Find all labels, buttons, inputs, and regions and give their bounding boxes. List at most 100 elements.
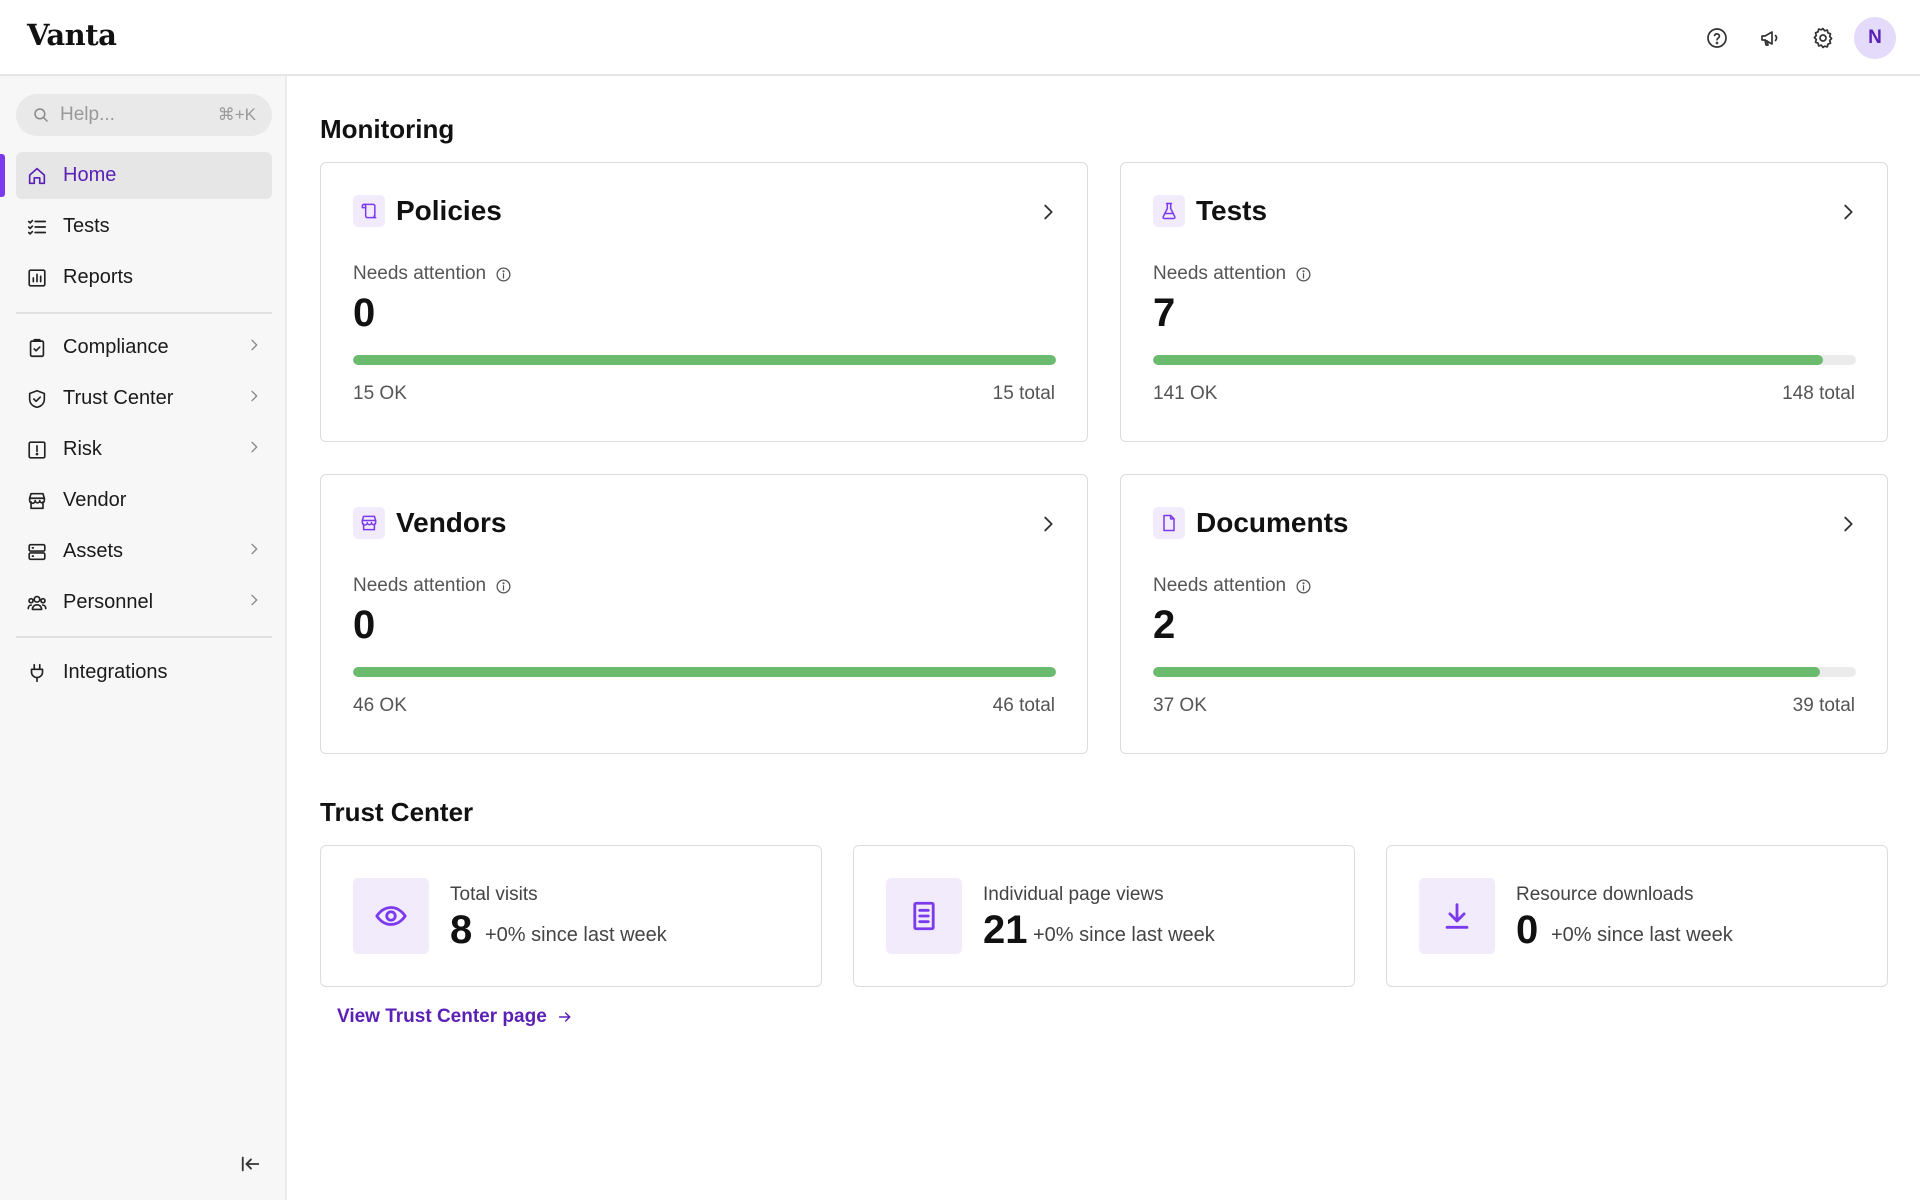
help-circle-icon[interactable] <box>1695 16 1739 60</box>
sidebar-item-home[interactable]: Home <box>16 152 272 199</box>
total-count: 148 total <box>1782 383 1855 404</box>
ok-count: 46 OK <box>353 695 407 716</box>
attention-count: 2 <box>1153 603 1176 647</box>
search-shortcut: ⌘+K <box>217 105 256 124</box>
resource-downloads-card: Resource downloads 0 +0% since last week <box>1386 845 1888 987</box>
stat-value: 21 <box>983 908 1028 952</box>
sidebar-item-label: Personnel <box>63 591 154 613</box>
sidebar-item-assets[interactable]: Assets <box>16 528 272 575</box>
sidebar-item-vendor[interactable]: Vendor <box>16 477 272 524</box>
sidebar-divider <box>16 312 272 314</box>
progress-bar <box>1153 667 1856 677</box>
sidebar: Help... ⌘+K Home Tests Reports Complianc… <box>0 76 287 1200</box>
link-label: View Trust Center page <box>337 1006 547 1027</box>
stat-value: 0 <box>1516 908 1539 952</box>
download-icon <box>1419 878 1495 954</box>
total-count: 46 total <box>992 695 1055 716</box>
progress-fill <box>353 667 1056 677</box>
progress-fill <box>353 355 1056 365</box>
collapse-sidebar-icon[interactable] <box>237 1150 265 1178</box>
card-header: Tests <box>1153 195 1267 227</box>
card-title: Tests <box>1196 195 1268 226</box>
bar-chart-icon <box>26 267 48 289</box>
shield-check-icon <box>26 388 48 410</box>
sidebar-item-label: Risk <box>63 438 102 460</box>
attention-count: 7 <box>1153 291 1176 335</box>
chevron-right-icon[interactable] <box>1037 201 1059 223</box>
store-icon <box>353 507 385 539</box>
sidebar-item-personnel[interactable]: Personnel <box>16 579 272 626</box>
active-indicator <box>0 154 5 197</box>
info-icon[interactable] <box>1295 266 1312 283</box>
card-title: Policies <box>396 195 502 226</box>
needs-attention-label: Needs attention <box>1153 263 1312 285</box>
page-icon <box>886 878 962 954</box>
info-icon[interactable] <box>495 266 512 283</box>
chevron-right-icon[interactable] <box>1837 201 1859 223</box>
search-placeholder: Help... <box>60 104 115 125</box>
sidebar-item-label: Home <box>63 164 117 186</box>
progress-fill <box>1153 355 1823 365</box>
sidebar-item-label: Integrations <box>63 661 168 683</box>
home-icon <box>26 165 48 187</box>
chevron-right-icon <box>246 388 262 409</box>
chevron-right-icon[interactable] <box>1037 513 1059 535</box>
avatar[interactable]: N <box>1854 17 1896 59</box>
server-icon <box>26 541 48 563</box>
stat-label: Total visits <box>450 884 538 905</box>
app-logo[interactable]: Vanta <box>27 18 117 52</box>
gear-icon[interactable] <box>1801 16 1845 60</box>
total-count: 15 total <box>992 383 1055 404</box>
megaphone-icon[interactable] <box>1748 16 1792 60</box>
sidebar-item-compliance[interactable]: Compliance <box>16 324 272 371</box>
policies-card[interactable]: Policies Needs attention 0 15 OK 15 tota… <box>320 162 1088 442</box>
sidebar-item-reports[interactable]: Reports <box>16 254 272 301</box>
info-icon[interactable] <box>1295 578 1312 595</box>
chevron-right-icon <box>246 592 262 613</box>
total-count: 39 total <box>1792 695 1855 716</box>
tests-card[interactable]: Tests Needs attention 7 141 OK 148 total <box>1120 162 1888 442</box>
sidebar-item-trust-center[interactable]: Trust Center <box>16 375 272 422</box>
top-actions: N <box>1686 16 1896 60</box>
view-trust-center-link[interactable]: View Trust Center page <box>337 1006 573 1028</box>
vendors-card[interactable]: Vendors Needs attention 0 46 OK 46 total <box>320 474 1088 754</box>
monitoring-title: Monitoring <box>320 114 455 144</box>
sidebar-item-risk[interactable]: Risk <box>16 426 272 473</box>
flask-icon <box>1153 195 1185 227</box>
sidebar-item-integrations[interactable]: Integrations <box>16 649 272 696</box>
progress-bar <box>1153 355 1856 365</box>
documents-card[interactable]: Documents Needs attention 2 37 OK 39 tot… <box>1120 474 1888 754</box>
chevron-right-icon <box>246 439 262 460</box>
attention-count: 0 <box>353 603 376 647</box>
top-bar: Vanta N <box>0 0 1920 76</box>
stat-label: Individual page views <box>983 884 1164 905</box>
sidebar-item-label: Tests <box>63 215 110 237</box>
search-icon <box>34 108 48 122</box>
ok-count: 141 OK <box>1153 383 1218 404</box>
card-header: Documents <box>1153 507 1348 539</box>
sidebar-item-label: Trust Center <box>63 387 174 409</box>
stat-delta: +0% since last week <box>485 924 667 946</box>
info-icon[interactable] <box>495 578 512 595</box>
chevron-right-icon[interactable] <box>1837 513 1859 535</box>
sidebar-divider <box>16 636 272 638</box>
sidebar-item-tests[interactable]: Tests <box>16 203 272 250</box>
attention-count: 0 <box>353 291 376 335</box>
needs-attention-label: Needs attention <box>1153 575 1312 597</box>
card-header: Policies <box>353 195 502 227</box>
total-visits-card: Total visits 8 +0% since last week <box>320 845 822 987</box>
search-input[interactable]: Help... ⌘+K <box>16 94 272 136</box>
progress-bar <box>353 355 1056 365</box>
sidebar-item-label: Vendor <box>63 489 127 511</box>
sidebar-item-label: Assets <box>63 540 124 562</box>
alert-square-icon <box>26 439 48 461</box>
plug-icon <box>26 662 48 684</box>
stat-value: 8 <box>450 908 473 952</box>
eye-icon <box>353 878 429 954</box>
card-title: Documents <box>1196 507 1349 538</box>
sidebar-item-label: Reports <box>63 266 134 288</box>
chevron-right-icon <box>246 337 262 358</box>
store-icon <box>26 490 48 512</box>
trust-center-title: Trust Center <box>320 797 474 827</box>
card-title: Vendors <box>396 507 507 538</box>
